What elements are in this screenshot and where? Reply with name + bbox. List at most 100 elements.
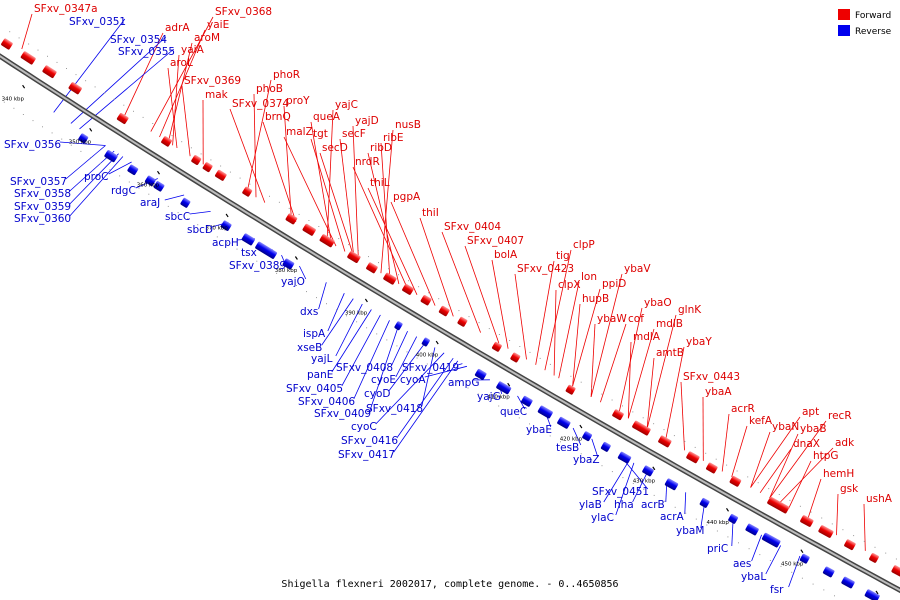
forward-gene-label[interactable]: tgt <box>313 128 328 140</box>
reverse-gene[interactable] <box>496 381 512 395</box>
reverse-gene-label[interactable]: yajG <box>477 391 501 403</box>
forward-gene[interactable] <box>214 169 227 181</box>
forward-gene[interactable] <box>42 65 57 79</box>
reverse-gene-label[interactable]: dxs <box>300 306 318 318</box>
forward-gene-label[interactable]: glnK <box>678 304 702 316</box>
reverse-gene[interactable] <box>78 133 89 144</box>
reverse-gene-label[interactable]: SFxv_0357 <box>10 176 67 188</box>
forward-gene-label[interactable]: ribD <box>370 142 392 154</box>
forward-gene[interactable] <box>285 213 298 225</box>
reverse-gene[interactable] <box>282 258 295 270</box>
forward-gene[interactable] <box>565 384 576 395</box>
reverse-gene-label[interactable]: SFxv_0360 <box>14 213 71 225</box>
forward-gene[interactable] <box>729 475 742 487</box>
forward-gene-label[interactable]: nusB <box>395 119 421 131</box>
reverse-gene-label[interactable]: cyoC <box>351 421 377 433</box>
reverse-gene-label[interactable]: xseB <box>297 342 322 354</box>
forward-gene[interactable] <box>510 352 521 363</box>
forward-gene[interactable] <box>869 552 880 563</box>
reverse-gene-label[interactable]: SFxv_0409 <box>314 408 371 420</box>
forward-gene-label[interactable]: aroL <box>170 57 193 69</box>
forward-gene-label[interactable]: phoB <box>256 83 283 95</box>
reverse-gene[interactable] <box>421 337 430 347</box>
reverse-gene-label[interactable]: cyoD <box>364 388 391 400</box>
forward-gene-label[interactable]: nrdR <box>355 156 380 168</box>
reverse-gene-label[interactable]: SFxv_0351 <box>69 16 126 28</box>
forward-gene[interactable] <box>366 262 379 274</box>
reverse-gene[interactable] <box>220 220 232 232</box>
forward-gene-label[interactable]: SFxv_0404 <box>444 221 501 233</box>
forward-gene[interactable] <box>116 112 129 124</box>
forward-gene-label[interactable]: ybaW <box>597 313 627 325</box>
reverse-gene-label[interactable]: ybaL <box>741 571 766 583</box>
forward-gene-label[interactable]: gsk <box>840 483 859 495</box>
reverse-gene-label[interactable]: SFxv_0354 <box>110 34 167 46</box>
forward-gene-label[interactable]: yaiA <box>181 44 205 56</box>
reverse-gene[interactable] <box>642 465 655 477</box>
forward-gene-label[interactable]: SFxv_0368 <box>215 6 272 18</box>
reverse-gene-label[interactable]: SFxv_0418 <box>366 403 423 415</box>
reverse-gene[interactable] <box>664 478 679 491</box>
forward-gene[interactable] <box>402 283 415 295</box>
reverse-gene-label[interactable]: tsx <box>241 247 257 259</box>
reverse-gene-label[interactable]: ybaE <box>526 424 552 436</box>
reverse-gene[interactable] <box>799 553 810 564</box>
reverse-gene-label[interactable]: cyoE <box>371 374 396 386</box>
reverse-gene[interactable] <box>745 523 759 536</box>
forward-gene-label[interactable]: pgpA <box>393 191 421 203</box>
forward-gene[interactable] <box>319 234 335 248</box>
forward-gene-label[interactable]: thiI <box>422 207 439 219</box>
reverse-gene[interactable] <box>699 497 710 508</box>
reverse-gene-label[interactable]: SFxv_0356 <box>4 139 61 151</box>
forward-gene[interactable] <box>800 515 814 528</box>
forward-gene-label[interactable]: SFxv_0374 <box>232 98 289 110</box>
forward-gene[interactable] <box>20 51 36 65</box>
forward-gene-label[interactable]: phoR <box>273 69 300 81</box>
reverse-gene-label[interactable]: SFxv_0416 <box>341 435 398 447</box>
forward-gene[interactable] <box>705 462 718 474</box>
forward-gene-label[interactable]: kefA <box>749 415 773 427</box>
forward-gene[interactable] <box>491 341 502 352</box>
reverse-gene-label[interactable]: sbcD <box>187 224 213 236</box>
forward-gene-label[interactable]: ybaY <box>686 336 712 348</box>
reverse-gene-label[interactable]: SFxv_0408 <box>336 362 393 374</box>
forward-gene-label[interactable]: amtB <box>656 347 684 359</box>
forward-gene[interactable] <box>68 82 82 95</box>
forward-gene[interactable] <box>383 272 397 285</box>
forward-gene[interactable] <box>191 154 202 165</box>
forward-gene[interactable] <box>420 294 432 306</box>
forward-gene[interactable] <box>844 539 857 551</box>
reverse-gene[interactable] <box>537 405 553 419</box>
reverse-gene[interactable] <box>144 175 156 187</box>
reverse-gene-label[interactable]: acpH <box>212 237 239 249</box>
forward-gene-label[interactable]: recR <box>828 410 852 422</box>
reverse-gene-label[interactable]: SFxv_0419 <box>402 362 459 374</box>
forward-gene[interactable] <box>818 525 834 539</box>
forward-gene-label[interactable]: adk <box>835 437 855 449</box>
forward-gene[interactable] <box>347 250 361 263</box>
forward-gene-label[interactable]: yaiE <box>207 19 229 31</box>
forward-gene-label[interactable]: ybaO <box>644 297 672 309</box>
reverse-gene-label[interactable]: ybaM <box>676 525 704 537</box>
forward-gene[interactable] <box>686 451 700 464</box>
reverse-gene-label[interactable]: hha <box>614 499 634 511</box>
forward-gene[interactable] <box>632 420 652 436</box>
forward-gene-label[interactable]: queA <box>313 111 341 123</box>
reverse-gene-label[interactable]: acrA <box>660 511 685 523</box>
reverse-gene-label[interactable]: ispA <box>303 328 326 340</box>
reverse-gene-label[interactable]: rdgC <box>111 185 136 197</box>
reverse-gene[interactable] <box>841 576 855 589</box>
forward-gene-label[interactable]: acrR <box>731 403 755 415</box>
forward-gene-label[interactable]: mak <box>205 89 229 101</box>
reverse-gene-label[interactable]: SFxv_0358 <box>14 188 71 200</box>
reverse-gene-label[interactable]: priC <box>707 543 728 555</box>
forward-gene-label[interactable]: malZ <box>286 126 313 138</box>
forward-gene-label[interactable]: tig <box>556 250 570 262</box>
forward-gene-label[interactable]: htpG <box>813 450 839 462</box>
reverse-gene-label[interactable]: aes <box>733 558 751 570</box>
forward-gene-label[interactable]: thiL <box>370 177 390 189</box>
forward-gene[interactable] <box>767 496 790 514</box>
forward-gene-label[interactable]: clpX <box>558 279 581 291</box>
reverse-gene-label[interactable]: SFxv_0355 <box>118 46 175 58</box>
reverse-gene[interactable] <box>864 589 880 600</box>
